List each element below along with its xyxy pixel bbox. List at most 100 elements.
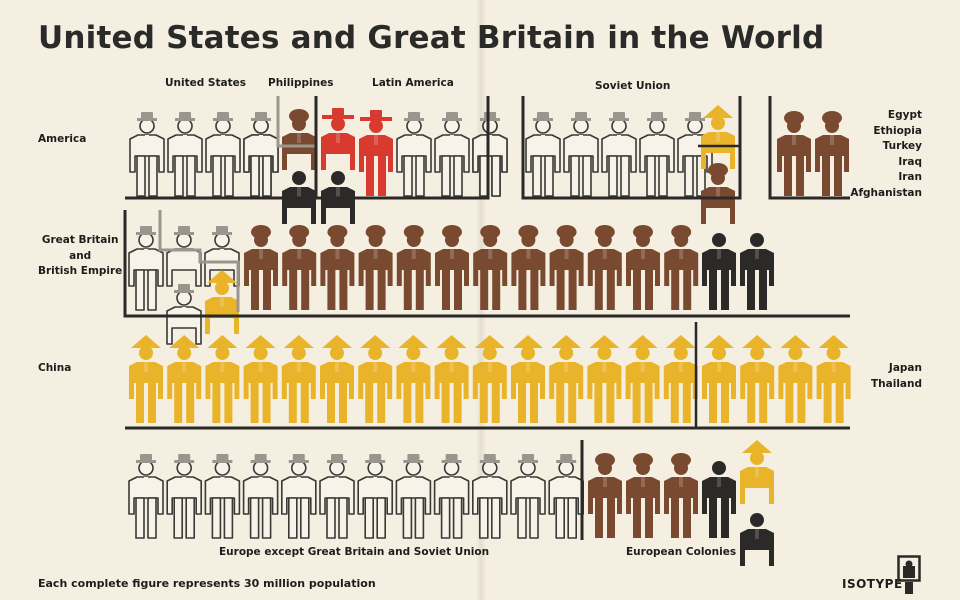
label-european-colonies: European Colonies bbox=[626, 546, 737, 558]
figure-european-colonies bbox=[740, 440, 774, 504]
label-japan: Japan bbox=[888, 362, 922, 374]
figure-european-colonies bbox=[702, 461, 736, 538]
figure-united-states bbox=[243, 112, 279, 197]
label-egypt: Egypt bbox=[887, 109, 922, 121]
figure-europe bbox=[280, 454, 317, 539]
divider-great-britain bbox=[158, 210, 240, 312]
figure-europe bbox=[242, 454, 279, 539]
label-ethiopia: Ethiopia bbox=[873, 124, 922, 137]
figure-china bbox=[472, 335, 507, 423]
figure-latin-america bbox=[321, 108, 355, 170]
figure-great-britain bbox=[166, 226, 202, 287]
divider-philippines bbox=[276, 96, 316, 148]
figure-europe bbox=[395, 454, 432, 539]
figure-british-empire bbox=[358, 225, 393, 310]
figure-china bbox=[663, 335, 698, 423]
figure-europe bbox=[166, 454, 202, 539]
figure-united-states bbox=[167, 112, 203, 197]
figure-soviet-union bbox=[701, 105, 735, 169]
figure-british-empire bbox=[549, 225, 584, 310]
figure-philippines bbox=[282, 109, 316, 170]
figure-british-empire bbox=[166, 284, 202, 345]
label-philippines: Philippines bbox=[268, 77, 334, 89]
label-america: America bbox=[38, 133, 87, 145]
figure-middle-east bbox=[815, 111, 849, 196]
footer-note: Each complete figure represents 30 milli… bbox=[38, 577, 376, 590]
figure-china bbox=[396, 335, 431, 423]
label-china: China bbox=[38, 362, 72, 374]
label-united-states: United States bbox=[165, 77, 246, 89]
label-iran: Iran bbox=[898, 171, 922, 183]
label-europe: Europe except Great Britain and Soviet U… bbox=[219, 546, 490, 558]
row-line-america bbox=[125, 96, 490, 200]
figure-great-britain bbox=[128, 226, 164, 311]
label-thailand: Thailand bbox=[871, 377, 922, 390]
figure-european-colonies bbox=[664, 453, 698, 538]
figure-china bbox=[549, 335, 584, 423]
label-afghanistan: Afghanistan bbox=[850, 186, 922, 199]
figure-british-empire bbox=[702, 233, 736, 310]
label-and: and bbox=[69, 249, 92, 262]
page-title: United States and Great Britain in the W… bbox=[38, 20, 825, 56]
figure-china bbox=[167, 335, 202, 423]
label-great-britain: Great Britain bbox=[41, 234, 119, 246]
figure-europe bbox=[471, 454, 508, 539]
figure-european-colonies bbox=[740, 513, 774, 566]
figure-soviet-union bbox=[525, 112, 561, 197]
figure-latin-america bbox=[321, 171, 355, 224]
figure-china bbox=[129, 335, 163, 423]
figure-china bbox=[511, 335, 545, 423]
figure-british-empire bbox=[244, 225, 278, 310]
figure-soviet-union bbox=[563, 112, 599, 197]
figure-european-colonies bbox=[588, 453, 622, 538]
figure-british-empire bbox=[626, 225, 660, 310]
figure-british-empire bbox=[587, 225, 622, 310]
label-turkey: Turkey bbox=[882, 140, 922, 152]
figure-japan-thailand bbox=[816, 335, 851, 423]
label-latin-america: Latin America bbox=[372, 77, 454, 89]
label-british-empire: British Empire bbox=[38, 265, 123, 277]
figure-europe bbox=[357, 454, 394, 539]
figure-europe bbox=[548, 454, 585, 539]
figure-british-empire bbox=[473, 225, 508, 310]
figure-latin-america bbox=[396, 112, 432, 197]
figure-china bbox=[281, 335, 316, 423]
figure-latin-america bbox=[472, 112, 508, 197]
label-soviet-union: Soviet Union bbox=[595, 80, 671, 92]
figure-europe bbox=[319, 454, 355, 539]
label-japan-block: Japan Thailand bbox=[871, 361, 922, 392]
figure-british-empire bbox=[320, 225, 355, 310]
figure-british-empire bbox=[740, 233, 774, 310]
figure-japan-thailand bbox=[778, 335, 813, 423]
label-iraq: Iraq bbox=[898, 155, 922, 168]
figure-china bbox=[243, 335, 278, 423]
label-mideast-list: Egypt Ethiopia Turkey Iraq Iran Afghanis… bbox=[850, 108, 922, 201]
label-great-britain-block: Great Britain and British Empire bbox=[38, 233, 122, 280]
figure-europe bbox=[433, 454, 470, 539]
figure-europe bbox=[510, 454, 546, 539]
figure-soviet-union bbox=[639, 112, 675, 197]
figure-soviet-union bbox=[601, 112, 637, 197]
figure-united-states bbox=[205, 112, 241, 197]
figure-united-states bbox=[129, 112, 165, 197]
isotype-logo-text: ISOTYPE bbox=[842, 577, 903, 591]
figure-japan-thailand bbox=[702, 335, 736, 423]
row-line-british-empire bbox=[123, 210, 850, 318]
figure-british-empire bbox=[664, 225, 699, 310]
figure-british-empire bbox=[511, 225, 546, 310]
figure-soviet-union bbox=[677, 112, 713, 197]
figure-philippines bbox=[282, 171, 316, 224]
figure-china bbox=[358, 335, 393, 423]
figure-british-empire bbox=[282, 225, 317, 310]
figure-european-colonies bbox=[626, 453, 660, 538]
figure-soviet-union bbox=[701, 163, 735, 224]
figure-europe bbox=[204, 454, 241, 539]
figure-china bbox=[434, 335, 469, 423]
figure-china bbox=[587, 335, 622, 423]
figure-latin-america bbox=[359, 110, 393, 196]
figure-europe bbox=[128, 454, 164, 539]
figure-british-empire bbox=[396, 225, 431, 310]
figure-china bbox=[320, 335, 354, 423]
figure-china bbox=[625, 335, 660, 423]
figure-china bbox=[205, 335, 240, 423]
